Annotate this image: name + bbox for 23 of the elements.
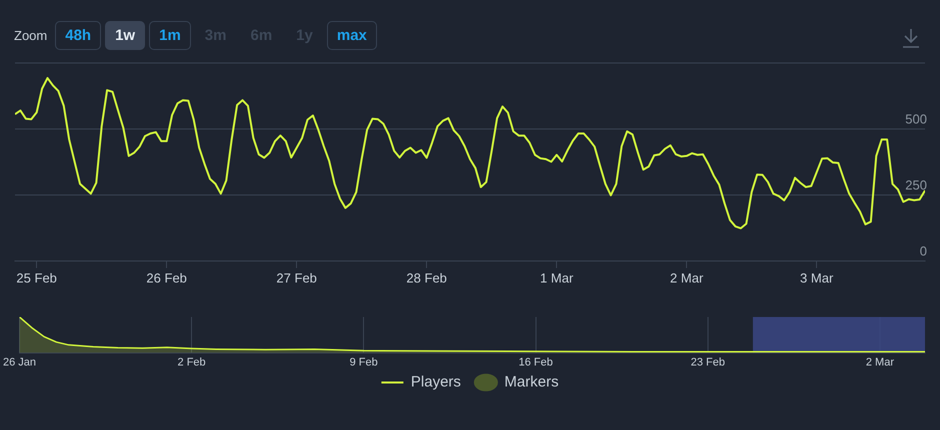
x-tick-label: 25 Feb [16,270,57,286]
x-tick-label: 3 Mar [800,270,834,286]
x-tick-label: 23 Feb [690,356,725,368]
x-tick-label: 26 Feb [146,270,187,286]
x-tick-label: 2 Feb [178,356,206,368]
x-tick-label: 2 Mar [866,356,894,368]
x-tick-label: 27 Feb [276,270,317,286]
x-tick-label: 28 Feb [406,270,447,286]
x-tick-label: 1 Mar [540,270,574,286]
legend-label: Players [410,374,461,391]
x-tick-label: 2 Mar [670,270,704,286]
text: 1w [105,21,146,50]
text: 48h [55,21,102,50]
y-tick-label: 250 [905,178,927,193]
text: max [326,21,377,50]
text: Zoom [14,28,48,43]
text: 1m [149,21,191,50]
x-tick-label: 26 Jan [3,356,36,368]
x-tick-label: 9 Feb [350,356,378,368]
y-tick-label: 0 [920,244,927,259]
legend-label: Markers [504,374,559,391]
y-tick-label: 500 [905,112,927,127]
x-tick-label: 16 Feb [518,356,553,368]
